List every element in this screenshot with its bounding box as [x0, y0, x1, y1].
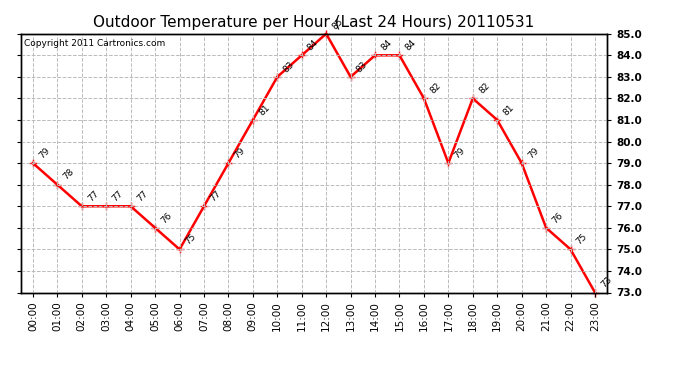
Text: 84: 84	[404, 38, 418, 53]
Text: 83: 83	[355, 60, 369, 74]
Text: 73: 73	[599, 275, 613, 290]
Text: 76: 76	[550, 210, 565, 225]
Text: 82: 82	[477, 81, 491, 96]
Text: 79: 79	[233, 146, 247, 160]
Text: 83: 83	[282, 60, 296, 74]
Text: 77: 77	[208, 189, 223, 204]
Text: Copyright 2011 Cartronics.com: Copyright 2011 Cartronics.com	[23, 39, 165, 48]
Text: 84: 84	[306, 38, 320, 53]
Title: Outdoor Temperature per Hour (Last 24 Hours) 20110531: Outdoor Temperature per Hour (Last 24 Ho…	[93, 15, 535, 30]
Text: 75: 75	[184, 232, 198, 247]
Text: 77: 77	[110, 189, 125, 204]
Text: 81: 81	[257, 103, 272, 117]
Text: 85: 85	[331, 16, 345, 31]
Text: 77: 77	[86, 189, 101, 204]
Text: 82: 82	[428, 81, 442, 96]
Text: 79: 79	[453, 146, 467, 160]
Text: 77: 77	[135, 189, 149, 204]
Text: 79: 79	[37, 146, 52, 160]
Text: 75: 75	[575, 232, 589, 247]
Text: 76: 76	[159, 210, 174, 225]
Text: 78: 78	[61, 167, 76, 182]
Text: 84: 84	[380, 38, 393, 53]
Text: 81: 81	[502, 103, 516, 117]
Text: 79: 79	[526, 146, 540, 160]
